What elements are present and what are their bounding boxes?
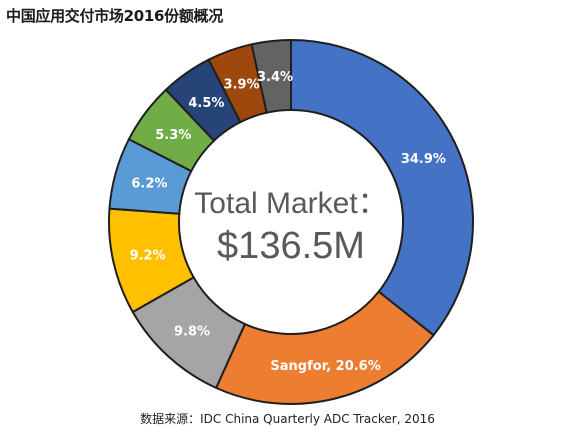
donut-slice bbox=[250, 38, 292, 114]
labels-layer: 34.9% Sangfor, 20.6% 9.8% 9.2% 6.2% 5.3% 4.5% 3… bbox=[130, 70, 446, 374]
slice-label: 6.2% bbox=[131, 176, 167, 191]
donut-slice bbox=[214, 290, 435, 405]
donut-chart: 34.9% Sangfor, 20.6% 9.8% 9.2% 6.2% 5.3% 4.5% 3… bbox=[108, 38, 474, 405]
donut-slice bbox=[290, 38, 474, 337]
slice-label: 9.2% bbox=[130, 248, 166, 263]
center-total-label: Total Market： bbox=[194, 187, 387, 220]
slices-layer bbox=[108, 38, 474, 405]
slice-label: 3.4% bbox=[257, 70, 293, 85]
slice-label: 4.5% bbox=[188, 96, 224, 111]
slice-label: 3.9% bbox=[223, 78, 259, 93]
slice-label: 9.8% bbox=[174, 325, 210, 340]
chart-title: 中国应用交付市场2016份额概况 bbox=[6, 7, 223, 25]
slice-label: 5.3% bbox=[155, 128, 191, 143]
slice-label: 34.9% bbox=[401, 152, 446, 167]
slice-label: Sangfor, 20.6% bbox=[270, 359, 380, 374]
center-total-value: $136.5M bbox=[217, 225, 365, 267]
source-note: 数据来源：IDC China Quarterly ADC Tracker, 20… bbox=[140, 412, 435, 426]
